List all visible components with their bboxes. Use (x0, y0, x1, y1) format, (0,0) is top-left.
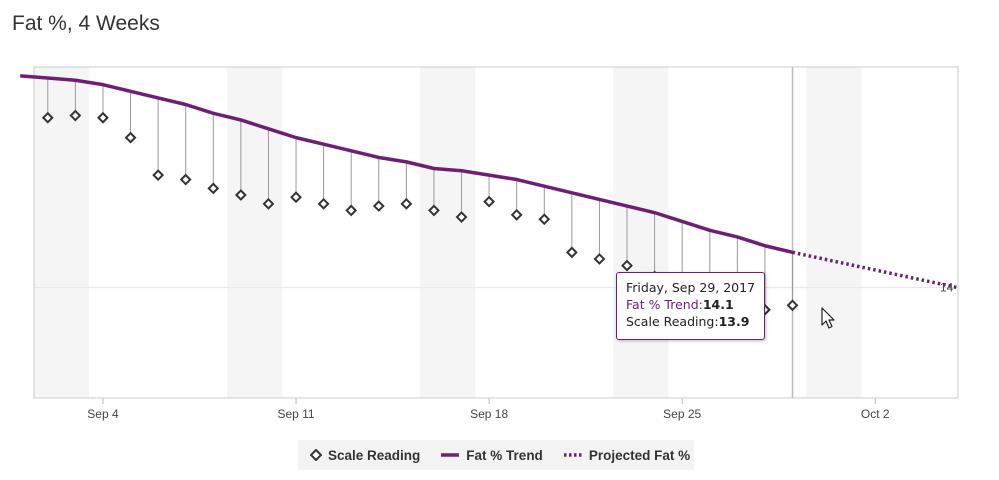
legend-label-fat-trend: Fat % Trend (466, 447, 543, 463)
scale-reading-marker (786, 299, 799, 312)
tooltip-trend-label: Fat % Trend: (626, 297, 703, 312)
legend-item-fat-trend[interactable]: Fat % Trend (440, 448, 543, 463)
legend-item-scale-reading[interactable]: Scale Reading (310, 448, 420, 463)
mouse-pointer-icon (821, 307, 835, 329)
x-tick-label: Sep 11 (277, 407, 314, 421)
scale-reading-marker (510, 208, 523, 221)
tooltip-scale-label: Scale Reading: (626, 314, 719, 329)
scale-reading-marker (372, 200, 385, 212)
weekend-band (34, 67, 90, 398)
scale-reading-marker (621, 259, 633, 272)
scale-reading-marker (69, 109, 82, 122)
scale-reading-marker (400, 197, 413, 210)
scale-reading-marker (428, 204, 440, 217)
diamond-icon (310, 449, 322, 461)
scale-reading-marker (455, 211, 468, 223)
plot-frame (33, 66, 959, 399)
scale-reading-marker (179, 173, 192, 186)
x-tick-label: Sep 25 (663, 407, 701, 421)
x-tick-label: Oct 2 (861, 407, 890, 421)
weekend-band (806, 67, 862, 398)
scale-reading-marker (262, 197, 275, 210)
weekend-band (420, 67, 476, 398)
scale-reading-marker (538, 213, 551, 226)
tooltip-date: Friday, Sep 29, 2017 (626, 280, 756, 295)
chart-title: Fat %, 4 Weeks (12, 12, 160, 35)
chart-legend: Scale Reading Fat % Trend Projected Fat … (298, 440, 694, 470)
weekend-band (613, 67, 669, 398)
scale-reading-marker (593, 253, 606, 265)
legend-item-projected-fat[interactable]: Projected Fat % (563, 448, 690, 463)
data-tooltip: Friday, Sep 29, 2017 Fat % Trend:14.1 Sc… (616, 272, 765, 340)
dotted-line-icon (563, 453, 582, 457)
scale-reading-marker (234, 189, 247, 201)
tooltip-trend-row: Fat % Trend:14.1 (626, 296, 764, 313)
scale-reading-marker (41, 111, 54, 124)
scale-reading-marker (152, 169, 165, 182)
fat-trend-line (20, 74, 793, 255)
legend-label-scale-reading: Scale Reading (328, 447, 421, 463)
legend-label-projected-fat: Projected Fat % (588, 447, 691, 463)
scale-reading-marker (565, 246, 578, 259)
solid-line-icon (441, 453, 460, 457)
x-tick-label: Sep 4 (87, 407, 119, 421)
tooltip-trend-value: 14.1 (702, 297, 734, 312)
weekend-band (227, 67, 283, 398)
fat-percent-chart[interactable]: 14 Sep 4 Sep 11 Sep 18 Sep 25 Oct 2 (0, 0, 999, 440)
scale-reading-marker (97, 111, 109, 124)
scale-reading-marker (290, 191, 302, 204)
tooltip-scale-row: Scale Reading:13.9 (626, 313, 764, 330)
x-tick-label: Sep 18 (470, 407, 508, 421)
projected-fat-line (792, 250, 959, 290)
scale-reading-marker (207, 182, 220, 195)
tooltip-scale-value: 13.9 (718, 314, 750, 329)
scale-reading-marker (483, 195, 496, 208)
scale-reading-marker (345, 204, 358, 217)
scale-reading-marker (124, 131, 137, 144)
y-tick-label: 14 (940, 281, 954, 295)
scale-reading-marker (317, 197, 330, 210)
